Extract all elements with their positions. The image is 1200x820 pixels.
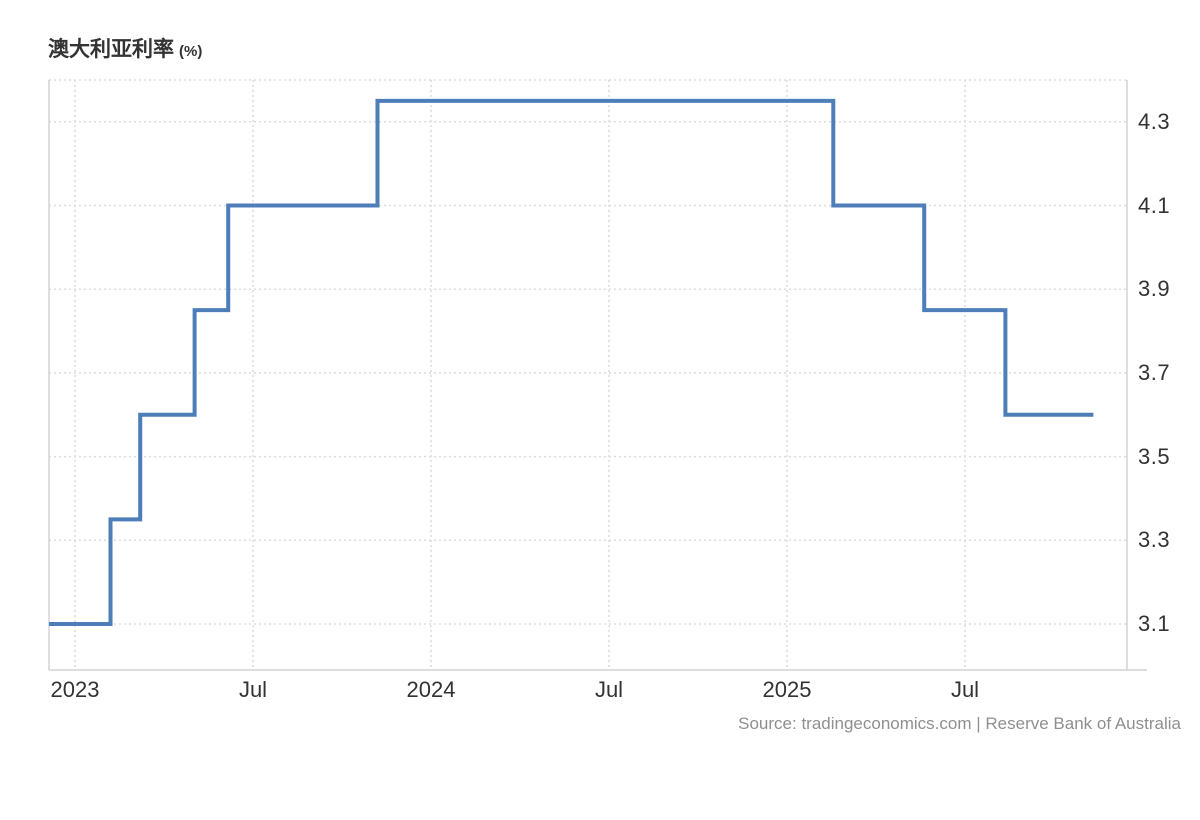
chart-title: 澳大利亚利率 (%) xyxy=(48,33,202,63)
source-credit: Source: tradingeconomics.com | Reserve B… xyxy=(738,714,1181,733)
chart-title-unit: (%) xyxy=(179,43,203,60)
rate-line xyxy=(49,98,1094,626)
chart-title-text: 澳大利亚利率 xyxy=(48,38,174,61)
